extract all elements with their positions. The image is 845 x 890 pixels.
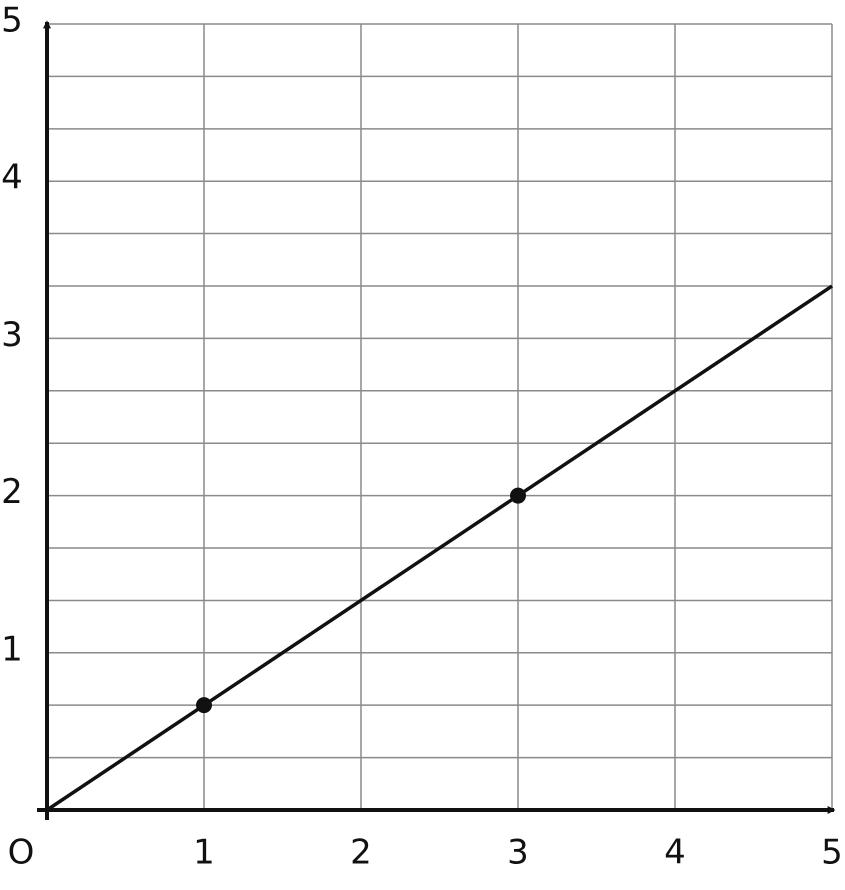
x-tick-label: 1 [193, 833, 215, 873]
y-tick-label: 3 [1, 315, 23, 355]
x-tick-label: 4 [664, 833, 686, 873]
x-tick-label: O [8, 833, 35, 873]
y-tick-label: 1 [1, 629, 23, 669]
point [510, 487, 526, 504]
plot [46, 284, 833, 812]
x-tick-label: 2 [350, 833, 372, 873]
x-tick-label: 5 [821, 833, 843, 873]
x-tick-label: 3 [507, 833, 529, 873]
grid [37, 20, 836, 820]
y-tick-label: 2 [1, 472, 23, 512]
y-tick-label: 5 [1, 1, 23, 41]
y-tick-label: 4 [1, 158, 23, 198]
line [46, 284, 833, 812]
point [196, 697, 212, 714]
